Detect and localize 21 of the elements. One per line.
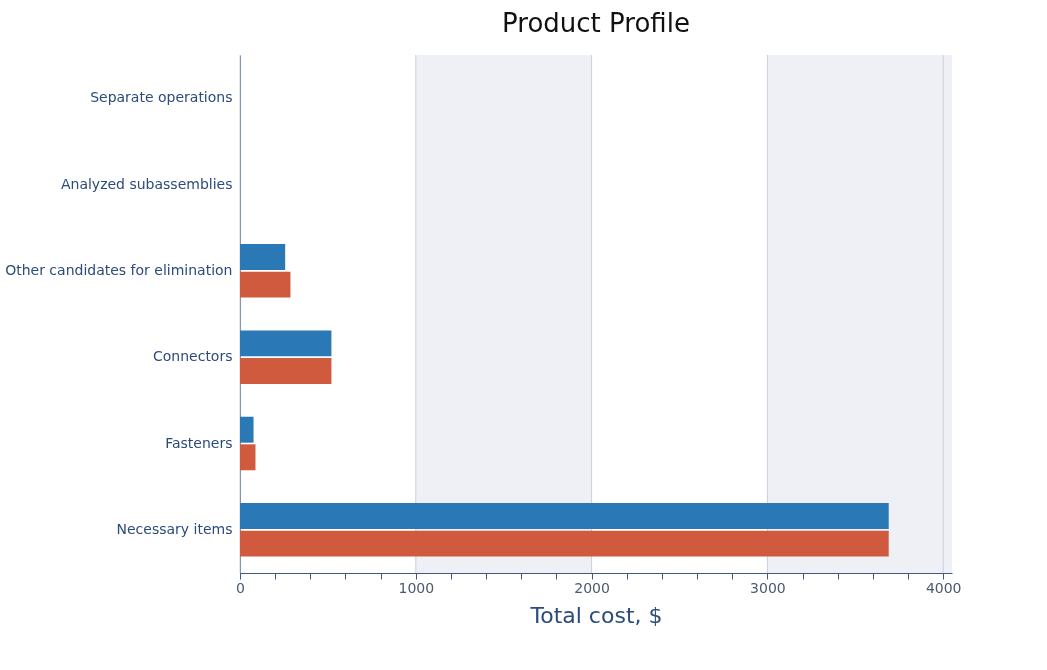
x-axis-title: Total cost, $ <box>529 602 663 628</box>
bar <box>240 330 332 357</box>
y-tick-label: Analyzed subassemblies <box>60 175 233 192</box>
y-tick-label: Necessary items <box>116 520 233 537</box>
x-tick-label: 0 <box>236 579 245 596</box>
y-tick-label: Other candidates for elimination <box>5 261 233 278</box>
y-tick-label: Connectors <box>152 348 233 365</box>
y-tick-label: Separate operations <box>90 89 233 106</box>
x-tick-label: 2000 <box>574 579 610 596</box>
x-tick-label: 1000 <box>398 579 435 596</box>
x-tick-label: 3000 <box>750 579 786 596</box>
bar <box>240 244 286 271</box>
chart-title: Product Profile <box>502 7 690 38</box>
bar <box>240 271 291 298</box>
bar <box>240 416 254 443</box>
bar <box>240 444 256 471</box>
y-tick-label: Fasteners <box>165 434 233 451</box>
x-tick-label: 4000 <box>925 579 962 596</box>
bar <box>240 357 332 384</box>
bar <box>240 530 889 557</box>
bar <box>240 503 889 530</box>
